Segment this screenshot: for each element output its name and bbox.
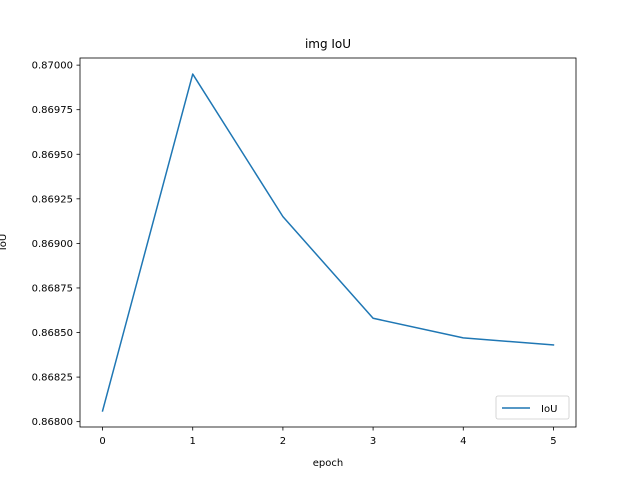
y-tick-label: 0.86925 — [32, 194, 73, 205]
legend-box — [495, 395, 570, 420]
legend: IoU — [495, 395, 570, 420]
x-axis-label: epoch — [313, 458, 343, 469]
axes-frame — [79, 57, 577, 428]
y-axis-label: IoU — [0, 234, 9, 250]
x-tick-label: 3 — [370, 436, 376, 447]
x-tick-label: 0 — [99, 436, 105, 447]
x-tick-label: 2 — [280, 436, 286, 447]
x-tick-label: 1 — [190, 436, 196, 447]
plot-area — [101, 73, 555, 412]
y-tick-label: 0.86950 — [32, 150, 73, 161]
y-tick-label: 0.86800 — [32, 417, 73, 428]
y-tick-label: 0.86850 — [32, 328, 73, 339]
y-tick-label: 0.86875 — [32, 283, 73, 294]
y-tick-label: 0.87000 — [32, 61, 73, 72]
legend-label-iou: IoU — [541, 404, 557, 415]
y-tick-label: 0.86900 — [32, 239, 73, 250]
y-tick-label: 0.86975 — [32, 105, 73, 116]
x-tick-label: 5 — [550, 436, 556, 447]
series-line-iou — [101, 73, 555, 412]
y-tick-label: 0.86825 — [32, 373, 73, 384]
x-tick-label: 4 — [460, 436, 466, 447]
tick-group: 0 1 2 3 4 5 0.86800 0.86825 0.86850 0.86875 0.8690… — [32, 61, 557, 447]
chart-title: img IoU — [305, 37, 351, 51]
